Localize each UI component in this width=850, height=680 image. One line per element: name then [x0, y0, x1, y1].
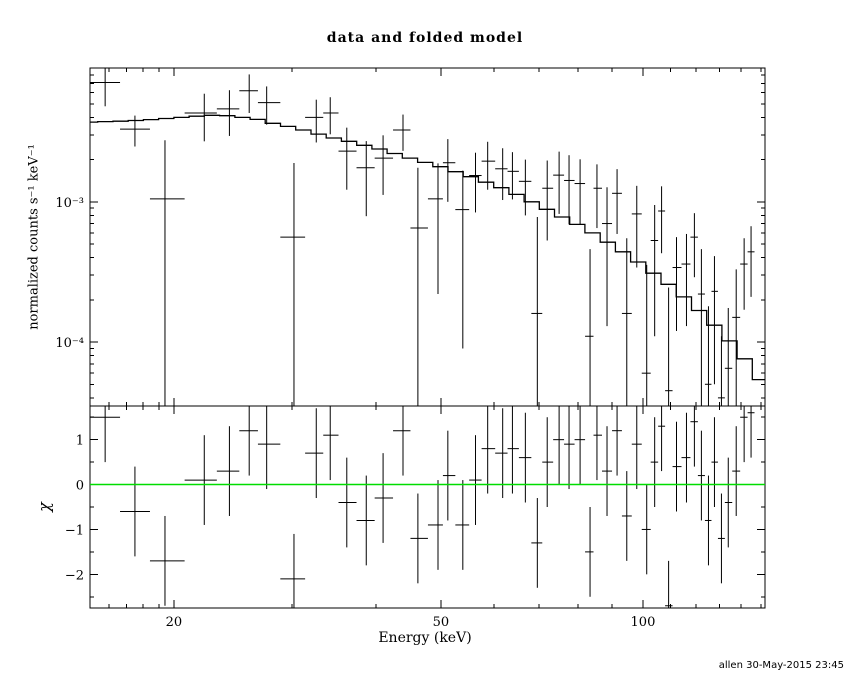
- panel-frames: [89, 67, 766, 609]
- y-axis-label-chi: χ: [34, 502, 54, 512]
- svg-text:10⁻³: 10⁻³: [55, 196, 84, 211]
- svg-text:0: 0: [76, 479, 84, 494]
- spectrum-data-points: [90, 68, 755, 406]
- svg-text:1: 1: [76, 434, 84, 449]
- chart-title: data and folded model: [326, 30, 524, 46]
- svg-text:20: 20: [166, 615, 183, 630]
- model-histogram: [90, 114, 765, 381]
- axis-ticks: [90, 68, 765, 608]
- svg-text:−1: −1: [65, 523, 84, 538]
- x-axis-label: Energy (keV): [378, 630, 472, 646]
- svg-text:100: 100: [631, 615, 656, 630]
- plot-timestamp: allen 30-May-2015 23:45: [718, 660, 844, 671]
- tick-labels: 20 50 100 10⁻⁴ 10⁻³ −2 −1 0 1: [55, 196, 655, 630]
- residual-points: [90, 406, 755, 608]
- svg-text:10⁻⁴: 10⁻⁴: [55, 336, 84, 351]
- svg-text:−2: −2: [65, 568, 84, 583]
- svg-text:50: 50: [433, 615, 450, 630]
- y-axis-label-counts: normalized counts s⁻¹ keV⁻¹: [26, 144, 42, 330]
